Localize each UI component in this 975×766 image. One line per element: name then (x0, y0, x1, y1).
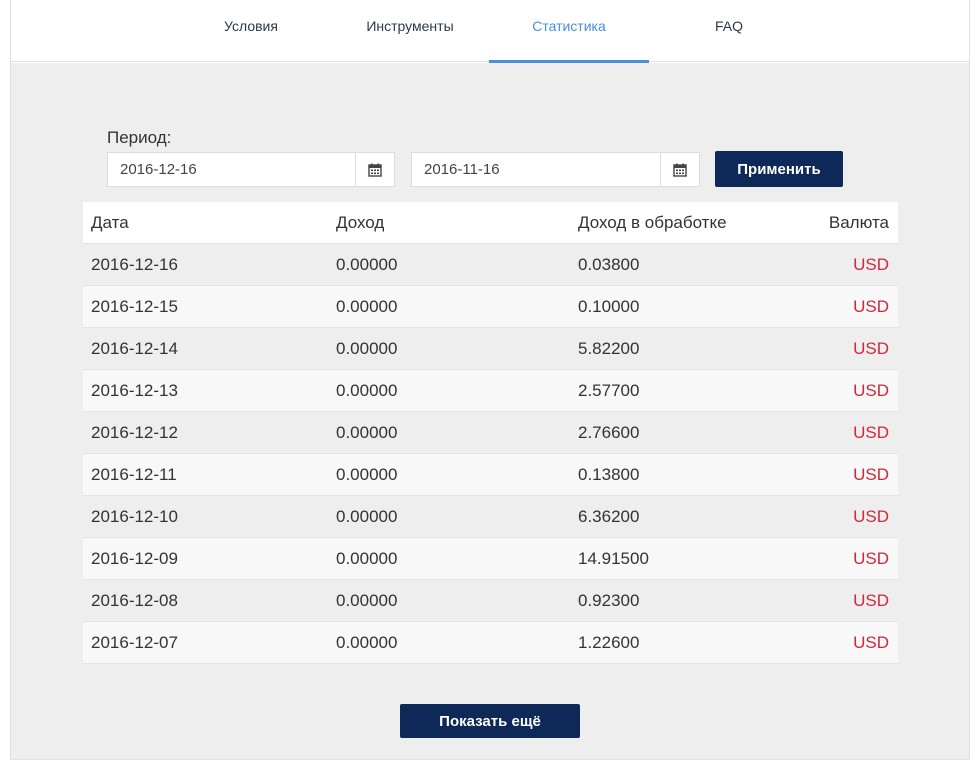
cell-date: 2016-12-12 (91, 423, 178, 442)
table-row: 2016-12-15 0.00000 0.10000 USD (83, 286, 898, 328)
cell-income: 0.00000 (336, 591, 398, 610)
cell-processing: 0.10000 (578, 297, 640, 316)
cell-income: 0.00000 (336, 381, 398, 400)
cell-date: 2016-12-16 (91, 255, 178, 274)
tab-faq[interactable]: FAQ (714, 18, 743, 34)
date-from-value[interactable]: 2016-12-16 (120, 161, 197, 178)
cell-income: 0.00000 (336, 507, 398, 526)
cell-income: 0.00000 (336, 339, 398, 358)
cell-date: 2016-12-15 (91, 297, 178, 316)
header-date: Дата (91, 213, 129, 232)
cell-date: 2016-12-09 (91, 549, 178, 568)
cell-income: 0.00000 (336, 633, 398, 652)
cell-processing: 6.36200 (578, 507, 640, 526)
header-currency: Валюта (828, 213, 889, 232)
cell-currency: USD (853, 339, 889, 358)
calendar-icon[interactable] (660, 153, 699, 186)
cell-income: 0.00000 (336, 549, 398, 568)
statistics-panel: Период: 2016-12-16 2016-11-16 (11, 63, 969, 759)
cell-currency: USD (853, 507, 889, 526)
cell-date: 2016-12-13 (91, 381, 178, 400)
date-to-value[interactable]: 2016-11-16 (424, 161, 500, 178)
table-row: 2016-12-16 0.00000 0.03800 USD (83, 244, 898, 286)
tab-conditions[interactable]: Условия (224, 18, 278, 34)
tab-bar: Условия Инструменты Статистика FAQ (11, 0, 969, 63)
show-more-button[interactable]: Показать ещё (400, 704, 580, 738)
cell-currency: USD (853, 297, 889, 316)
table-row: 2016-12-10 0.00000 6.36200 USD (83, 496, 898, 538)
date-to-field[interactable]: 2016-11-16 (411, 152, 700, 187)
date-from-field[interactable]: 2016-12-16 (107, 152, 395, 187)
cell-processing: 2.57700 (578, 381, 640, 400)
table-row: 2016-12-14 0.00000 5.82200 USD (83, 328, 898, 370)
tab-statistics[interactable]: Статистика (489, 0, 649, 63)
cell-currency: USD (853, 591, 889, 610)
cell-processing: 0.92300 (578, 591, 640, 610)
page-frame: Условия Инструменты Статистика FAQ Перио… (10, 0, 970, 760)
cell-currency: USD (853, 549, 889, 568)
cell-currency: USD (853, 633, 889, 652)
header-processing: Доход в обработке (578, 213, 727, 232)
cell-date: 2016-12-14 (91, 339, 178, 358)
table-row: 2016-12-12 0.00000 2.76600 USD (83, 412, 898, 454)
cell-processing: 0.13800 (578, 465, 640, 484)
cell-processing: 5.82200 (578, 339, 640, 358)
cell-processing: 0.03800 (578, 255, 640, 274)
table-row: 2016-12-13 0.00000 2.57700 USD (83, 370, 898, 412)
table-row: 2016-12-07 0.00000 1.22600 USD (83, 622, 898, 664)
cell-date: 2016-12-11 (91, 465, 177, 484)
cell-processing: 1.22600 (578, 633, 640, 652)
cell-date: 2016-12-07 (91, 633, 178, 652)
table-row: 2016-12-11 0.00000 0.13800 USD (83, 454, 898, 496)
cell-currency: USD (853, 423, 889, 442)
cell-income: 0.00000 (336, 423, 398, 442)
tab-tools[interactable]: Инструменты (366, 18, 454, 34)
cell-currency: USD (853, 255, 889, 274)
cell-income: 0.00000 (336, 297, 398, 316)
cell-currency: USD (853, 465, 889, 484)
cell-date: 2016-12-10 (91, 507, 178, 526)
header-income: Доход (336, 213, 385, 232)
table-header: Дата Доход Доход в обработке Валюта (83, 202, 898, 244)
table-row: 2016-12-09 0.00000 14.91500 USD (83, 538, 898, 580)
calendar-icon[interactable] (355, 153, 394, 186)
statistics-table: Дата Доход Доход в обработке Валюта 2016… (83, 202, 898, 664)
cell-date: 2016-12-08 (91, 591, 178, 610)
table-row: 2016-12-08 0.00000 0.92300 USD (83, 580, 898, 622)
period-label: Период: (107, 128, 172, 147)
cell-processing: 14.91500 (578, 549, 649, 568)
apply-button[interactable]: Применить (715, 151, 843, 187)
cell-income: 0.00000 (336, 465, 398, 484)
cell-income: 0.00000 (336, 255, 398, 274)
cell-currency: USD (853, 381, 889, 400)
cell-processing: 2.76600 (578, 423, 640, 442)
